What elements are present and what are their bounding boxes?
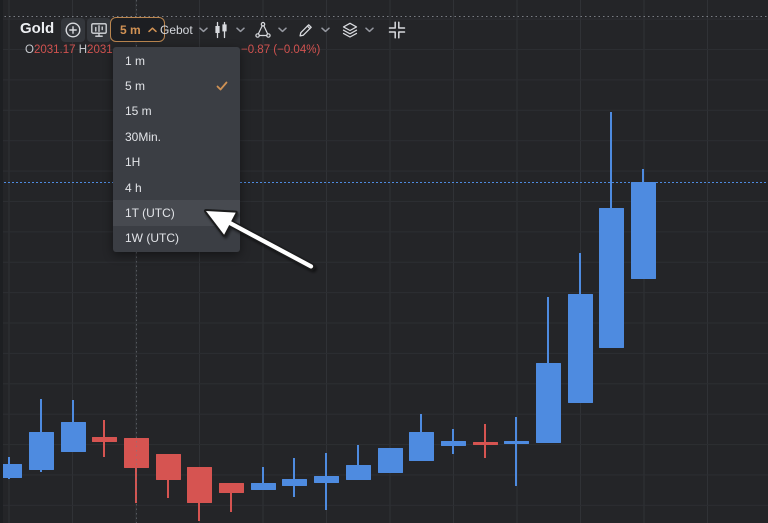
candle-body [535,363,561,443]
candle-body [503,441,529,444]
candle-body [28,432,54,470]
candle-body [155,454,181,480]
collapse-corners-icon [388,21,406,39]
interval-option-label: 1W (UTC) [125,231,179,246]
interval-option-label: 1H [125,155,141,170]
interval-option-label: 1T (UTC) [125,206,175,221]
interval-option-4-h[interactable]: 4 h [113,175,240,200]
interval-option-15-m[interactable]: 15 m [113,99,240,124]
candle-body [186,467,212,503]
session-break-line [136,0,137,523]
candle-body [218,483,244,493]
candle-wick [230,483,232,512]
layers-icon [342,22,358,38]
candle-body [0,464,22,478]
symbol-title: Gold [20,20,55,37]
candle-body [250,483,276,490]
interval-button-label: 5 m [120,22,141,37]
candle-body [440,441,466,446]
draw-button[interactable] [297,18,330,42]
interval-button[interactable]: 5 m [110,17,165,42]
candle-body [91,437,117,442]
pencil-icon [299,24,312,37]
candle-wick [262,467,264,490]
ohlc-row: O2031.17 H2031 [25,44,113,56]
interval-option-label: 1 m [125,53,146,68]
candle-body [281,479,307,486]
interval-option-1h[interactable]: 1H [113,150,240,175]
bid-type-button[interactable]: Gebot [160,17,208,42]
candle-body [630,182,656,279]
bid-button-label: Gebot [160,22,193,37]
high-value: 2031 [87,44,113,56]
candle-body [60,422,86,452]
candle-wick [357,445,359,480]
interval-option-label: 5 m [125,79,146,94]
change-text: −0.87 (−0.04%) [241,44,321,56]
checkmark-icon [216,81,228,91]
monitor-chart-icon [91,23,107,37]
chevron-down-icon [236,27,245,33]
left-panel-edge [0,0,3,523]
interval-option-label: 15 m [125,104,152,119]
interval-option-1-m[interactable]: 1 m [113,48,240,73]
candle-body [313,476,339,483]
indicators-button[interactable] [341,18,374,42]
interval-menu: 1 m 5 m 15 m 30Min. 1H 4 h 1T (UTC) 1W (UTC) [113,47,240,253]
interval-option-label: 4 h [125,180,142,195]
candle-wick [515,417,517,486]
candle-body [472,442,498,445]
candle-body [598,208,624,348]
triangle-pattern-icon [255,21,271,38]
candle-wick [293,458,295,497]
open-value: 2031.17 [33,44,76,56]
current-price-line [0,182,768,183]
interval-option-5-m[interactable]: 5 m [113,73,240,98]
patterns-button[interactable] [254,18,287,42]
interval-option-1t-utc[interactable]: 1T (UTC) [113,200,240,226]
candle-wick [484,424,486,458]
upper-dotted-level-line [0,16,768,17]
chevron-up-icon [147,26,157,32]
chevron-down-icon [321,27,330,33]
plus-circle-icon [65,22,81,38]
candle-body [345,465,371,480]
high-label: H [78,44,88,56]
candle-body [377,448,403,473]
toolbar: Gold 5 m Gebot [0,0,768,42]
chevron-down-icon [278,27,287,33]
candles-style-icon [215,21,227,39]
open-label: O [25,44,34,56]
collapse-button[interactable] [387,18,407,42]
interval-option-1w-utc[interactable]: 1W (UTC) [113,226,240,251]
chevron-down-icon [198,26,208,32]
chart-preview-button[interactable] [87,18,111,42]
chevron-down-icon [365,27,374,33]
add-symbol-button[interactable] [61,18,85,42]
candle-body [567,294,593,403]
candle-style-button[interactable] [212,18,245,42]
candle-body [408,432,434,461]
interval-option-label: 30Min. [125,129,162,144]
interval-option-30min[interactable]: 30Min. [113,124,240,149]
